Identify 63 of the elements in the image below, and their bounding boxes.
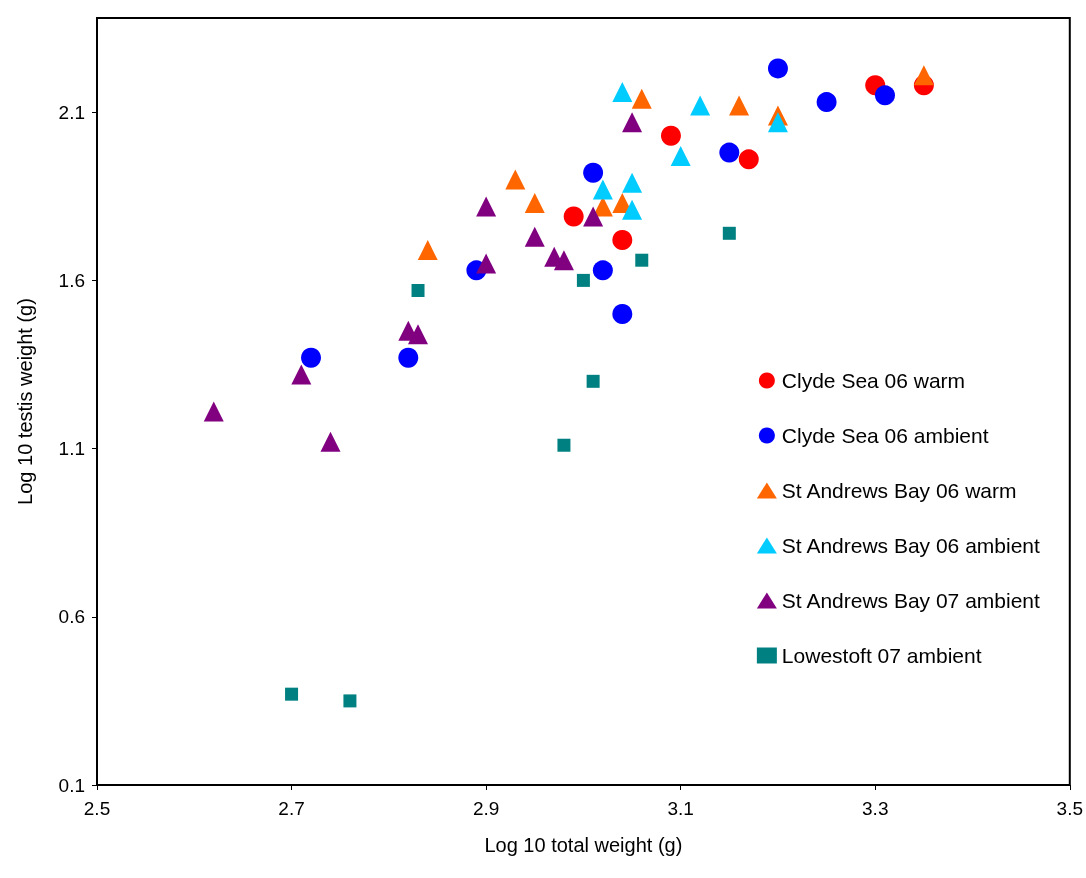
- point: [767, 112, 788, 133]
- point: [320, 431, 341, 452]
- point: [557, 438, 571, 452]
- point: [738, 149, 759, 170]
- point: [719, 142, 740, 163]
- point: [767, 58, 788, 79]
- point: [690, 95, 711, 116]
- point: [670, 145, 691, 166]
- y-tick-label: 0.6: [58, 606, 85, 628]
- point: [417, 240, 438, 261]
- x-tick-label: 3.1: [667, 798, 694, 819]
- point: [505, 169, 526, 190]
- point: [524, 226, 545, 247]
- point: [411, 283, 425, 297]
- legend-label: Lowestoft 07 ambient: [781, 644, 982, 667]
- point: [592, 179, 613, 200]
- x-tick-label: 2.7: [278, 798, 305, 819]
- point: [612, 304, 633, 325]
- point: [622, 112, 643, 133]
- point: [301, 347, 322, 368]
- point: [612, 230, 633, 251]
- point: [586, 374, 600, 388]
- y-tick-label: 2.1: [58, 101, 85, 123]
- point: [576, 273, 590, 287]
- point: [476, 196, 497, 217]
- point: [874, 85, 895, 106]
- x-tick-label: 3.3: [862, 798, 889, 819]
- point: [612, 82, 633, 103]
- point: [343, 694, 357, 708]
- point: [476, 253, 497, 274]
- x-tick-label: 2.9: [472, 798, 500, 819]
- legend-label: Clyde Sea 06 warm: [781, 369, 966, 392]
- point: [622, 199, 643, 220]
- legend-label: St Andrews Bay 07 ambient: [781, 589, 1041, 612]
- point: [631, 88, 652, 109]
- point: [203, 401, 224, 422]
- point: [291, 364, 312, 385]
- y-axis-title: Log 10 testis weight (g): [14, 298, 36, 505]
- point: [622, 172, 643, 193]
- y-tick-label: 1.6: [58, 269, 85, 291]
- x-tick-label: 3.5: [1056, 798, 1083, 819]
- x-tick-label: 2.5: [83, 798, 111, 819]
- legend-label: St Andrews Bay 06 ambient: [781, 534, 1041, 557]
- point: [660, 125, 681, 146]
- point: [729, 95, 750, 116]
- point: [398, 347, 419, 368]
- x-axis-title: Log 10 total weight (g): [484, 834, 683, 856]
- point: [563, 206, 584, 227]
- point: [553, 250, 574, 271]
- point: [524, 193, 545, 214]
- point: [583, 206, 604, 227]
- point: [722, 226, 736, 240]
- point: [816, 92, 837, 113]
- point: [408, 324, 429, 345]
- point: [285, 687, 299, 701]
- point: [583, 162, 604, 183]
- y-tick-label: 1.1: [58, 438, 85, 460]
- y-tick-label: 0.1: [58, 774, 85, 796]
- point: [913, 65, 934, 86]
- point: [635, 253, 649, 267]
- legend-label: Clyde Sea 06 ambient: [781, 424, 989, 447]
- point: [592, 260, 613, 281]
- legend-label: St Andrews Bay 06 warm: [781, 479, 1017, 502]
